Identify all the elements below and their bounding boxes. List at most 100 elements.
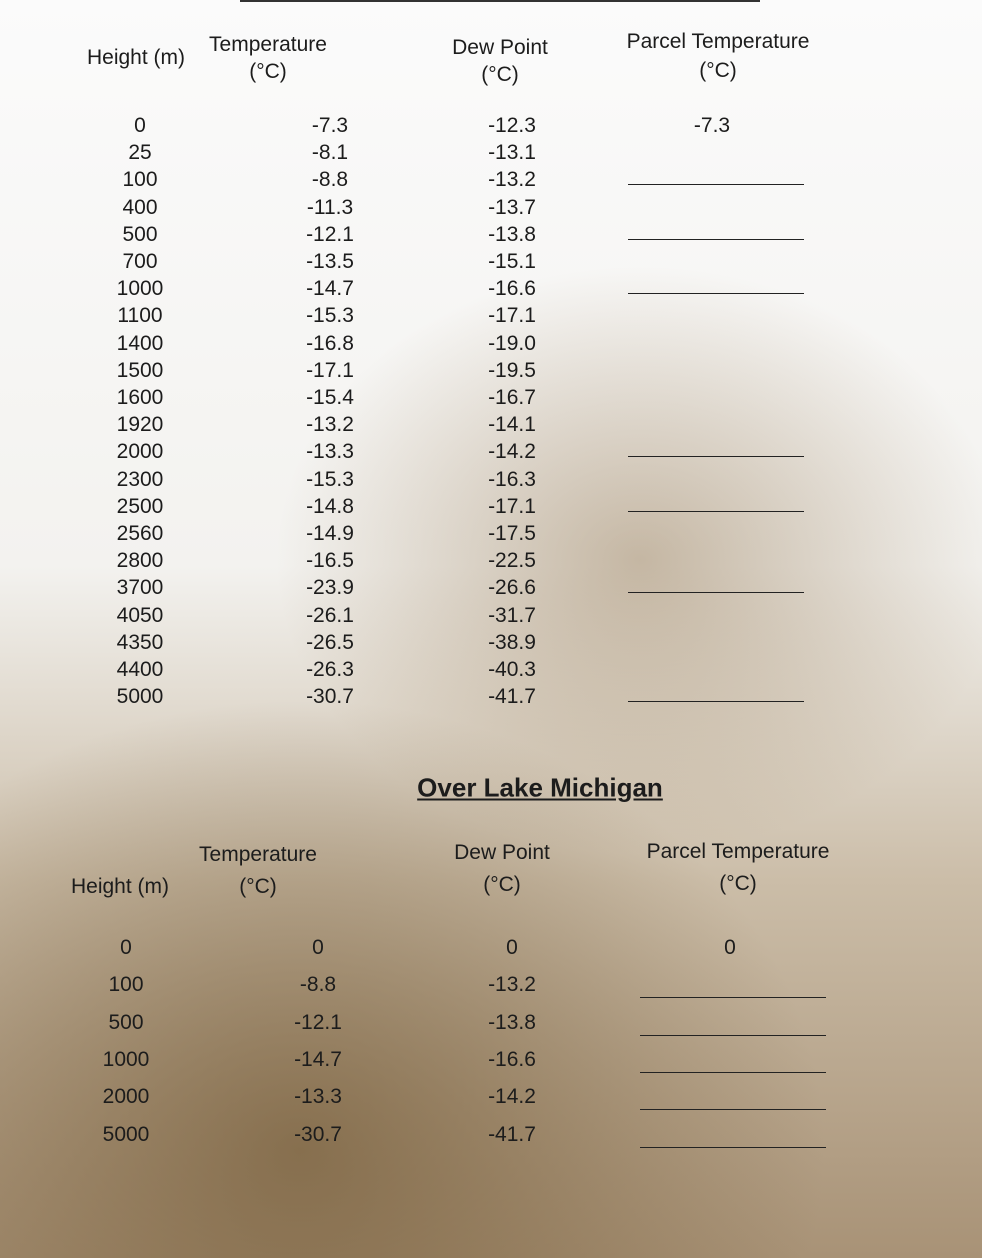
answer-blank bbox=[628, 510, 804, 512]
table-cell: 5000 bbox=[102, 1122, 150, 1146]
answer-blank bbox=[640, 997, 826, 999]
column-header: Height (m) bbox=[70, 875, 170, 898]
answer-blank bbox=[628, 293, 804, 295]
table-cell: -26.5 bbox=[306, 630, 354, 654]
column-header: (°C) bbox=[699, 59, 737, 82]
table-cell: -19.0 bbox=[488, 331, 536, 355]
column-header: Dew Point bbox=[452, 36, 548, 59]
table-cell: 1000 bbox=[116, 277, 164, 301]
table-cell: -38.9 bbox=[488, 630, 536, 654]
table-cell: -11.3 bbox=[306, 195, 354, 219]
table-cell: 0 bbox=[120, 936, 132, 959]
table-cell: -8.8 bbox=[311, 168, 349, 192]
answer-blank bbox=[640, 1071, 826, 1073]
table-cell: -17.1 bbox=[488, 494, 536, 518]
table-cell: -17.1 bbox=[488, 304, 536, 328]
table-cell: -31.7 bbox=[488, 603, 536, 627]
table-cell: -7.3 bbox=[693, 114, 731, 137]
answer-blank bbox=[628, 238, 804, 240]
table-cell: -22.5 bbox=[488, 549, 536, 573]
table-cell: -13.8 bbox=[488, 1010, 536, 1034]
table-cell: 1920 bbox=[116, 413, 164, 437]
table-cell: -14.7 bbox=[306, 277, 354, 301]
table-cell: -26.6 bbox=[488, 576, 536, 600]
table-cell: 0 bbox=[724, 936, 736, 959]
table-cell: -30.7 bbox=[294, 1122, 342, 1146]
table-cell: -16.6 bbox=[488, 277, 536, 301]
table-cell: -17.1 bbox=[306, 358, 354, 382]
table-cell: -12.3 bbox=[488, 114, 536, 137]
table-cell: -7.3 bbox=[311, 114, 349, 137]
table-cell: 100 bbox=[108, 973, 144, 997]
table-cell: -8.8 bbox=[299, 973, 337, 997]
table-cell: -26.3 bbox=[306, 658, 354, 681]
table-cell: -15.3 bbox=[306, 467, 354, 491]
table-cell: 1100 bbox=[117, 304, 163, 328]
table-cell: 400 bbox=[122, 195, 158, 219]
table-cell: -15.1 bbox=[488, 250, 536, 273]
table-cell: 700 bbox=[122, 250, 158, 273]
table-cell: -16.6 bbox=[488, 1047, 536, 1071]
answer-blank bbox=[628, 184, 804, 186]
table-cell: -16.7 bbox=[488, 386, 536, 409]
table-cell: -19.5 bbox=[488, 358, 536, 382]
table-cell: 4400 bbox=[116, 658, 164, 681]
column-header: (°C) bbox=[249, 60, 287, 83]
table-cell: 0 bbox=[134, 114, 146, 137]
table-cell: 2560 bbox=[116, 522, 164, 545]
table-cell: 4350 bbox=[116, 630, 164, 654]
column-header: Temperature bbox=[209, 33, 327, 56]
table-cell: -16.3 bbox=[488, 467, 536, 491]
column-header: Parcel Temperature bbox=[646, 840, 830, 863]
answer-blank bbox=[628, 701, 804, 703]
page-rule bbox=[240, 0, 760, 2]
table-cell: -17.5 bbox=[488, 522, 536, 545]
table-cell: 2000 bbox=[102, 1085, 150, 1109]
table-cell: 5000 bbox=[116, 685, 164, 709]
column-header: (°C) bbox=[239, 875, 277, 898]
table-cell: 0 bbox=[312, 936, 324, 959]
table-cell: 500 bbox=[122, 222, 158, 246]
table-cell: 1400 bbox=[116, 331, 164, 355]
table-cell: -12.1 bbox=[306, 222, 354, 246]
table-cell: 4050 bbox=[116, 603, 164, 627]
column-header: Dew Point bbox=[454, 841, 550, 864]
answer-blank bbox=[640, 1109, 826, 1111]
table-cell: -15.4 bbox=[306, 386, 354, 409]
answer-blank bbox=[640, 1146, 826, 1148]
table-cell: -15.3 bbox=[306, 304, 354, 328]
table-cell: -26.1 bbox=[306, 603, 354, 627]
table-cell: -12.1 bbox=[294, 1010, 342, 1034]
table-cell: 1000 bbox=[102, 1047, 150, 1071]
table-cell: -13.2 bbox=[488, 973, 536, 997]
table-cell: 500 bbox=[108, 1010, 144, 1034]
answer-blank bbox=[628, 592, 804, 594]
column-header: (°C) bbox=[719, 872, 757, 895]
table-cell: 0 bbox=[506, 936, 518, 959]
table-cell: 1600 bbox=[116, 386, 164, 409]
table-cell: 100 bbox=[122, 168, 158, 192]
table-cell: -40.3 bbox=[488, 658, 536, 681]
table-cell: 3700 bbox=[116, 576, 164, 600]
table-cell: -13.8 bbox=[488, 222, 536, 246]
table-cell: -13.7 bbox=[488, 195, 536, 219]
table-cell: -13.1 bbox=[488, 141, 536, 165]
table-cell: -14.8 bbox=[306, 494, 354, 518]
column-header: (°C) bbox=[483, 873, 521, 896]
table-cell: -14.9 bbox=[306, 522, 354, 545]
table-cell: 25 bbox=[128, 141, 152, 165]
column-header: (°C) bbox=[481, 63, 519, 86]
table-cell: 2500 bbox=[116, 494, 164, 518]
table-cell: 2800 bbox=[116, 549, 164, 573]
table-cell: -13.3 bbox=[294, 1085, 342, 1109]
table-cell: -41.7 bbox=[488, 1122, 536, 1146]
table-cell: -14.2 bbox=[488, 440, 536, 464]
table-cell: -30.7 bbox=[306, 685, 354, 709]
table-cell: -8.1 bbox=[311, 141, 349, 165]
column-header: Parcel Temperature bbox=[626, 30, 810, 53]
table-cell: -23.9 bbox=[306, 576, 354, 600]
table-cell: 2300 bbox=[116, 467, 164, 491]
table-cell: -41.7 bbox=[488, 685, 536, 709]
table-cell: 1500 bbox=[116, 358, 164, 382]
